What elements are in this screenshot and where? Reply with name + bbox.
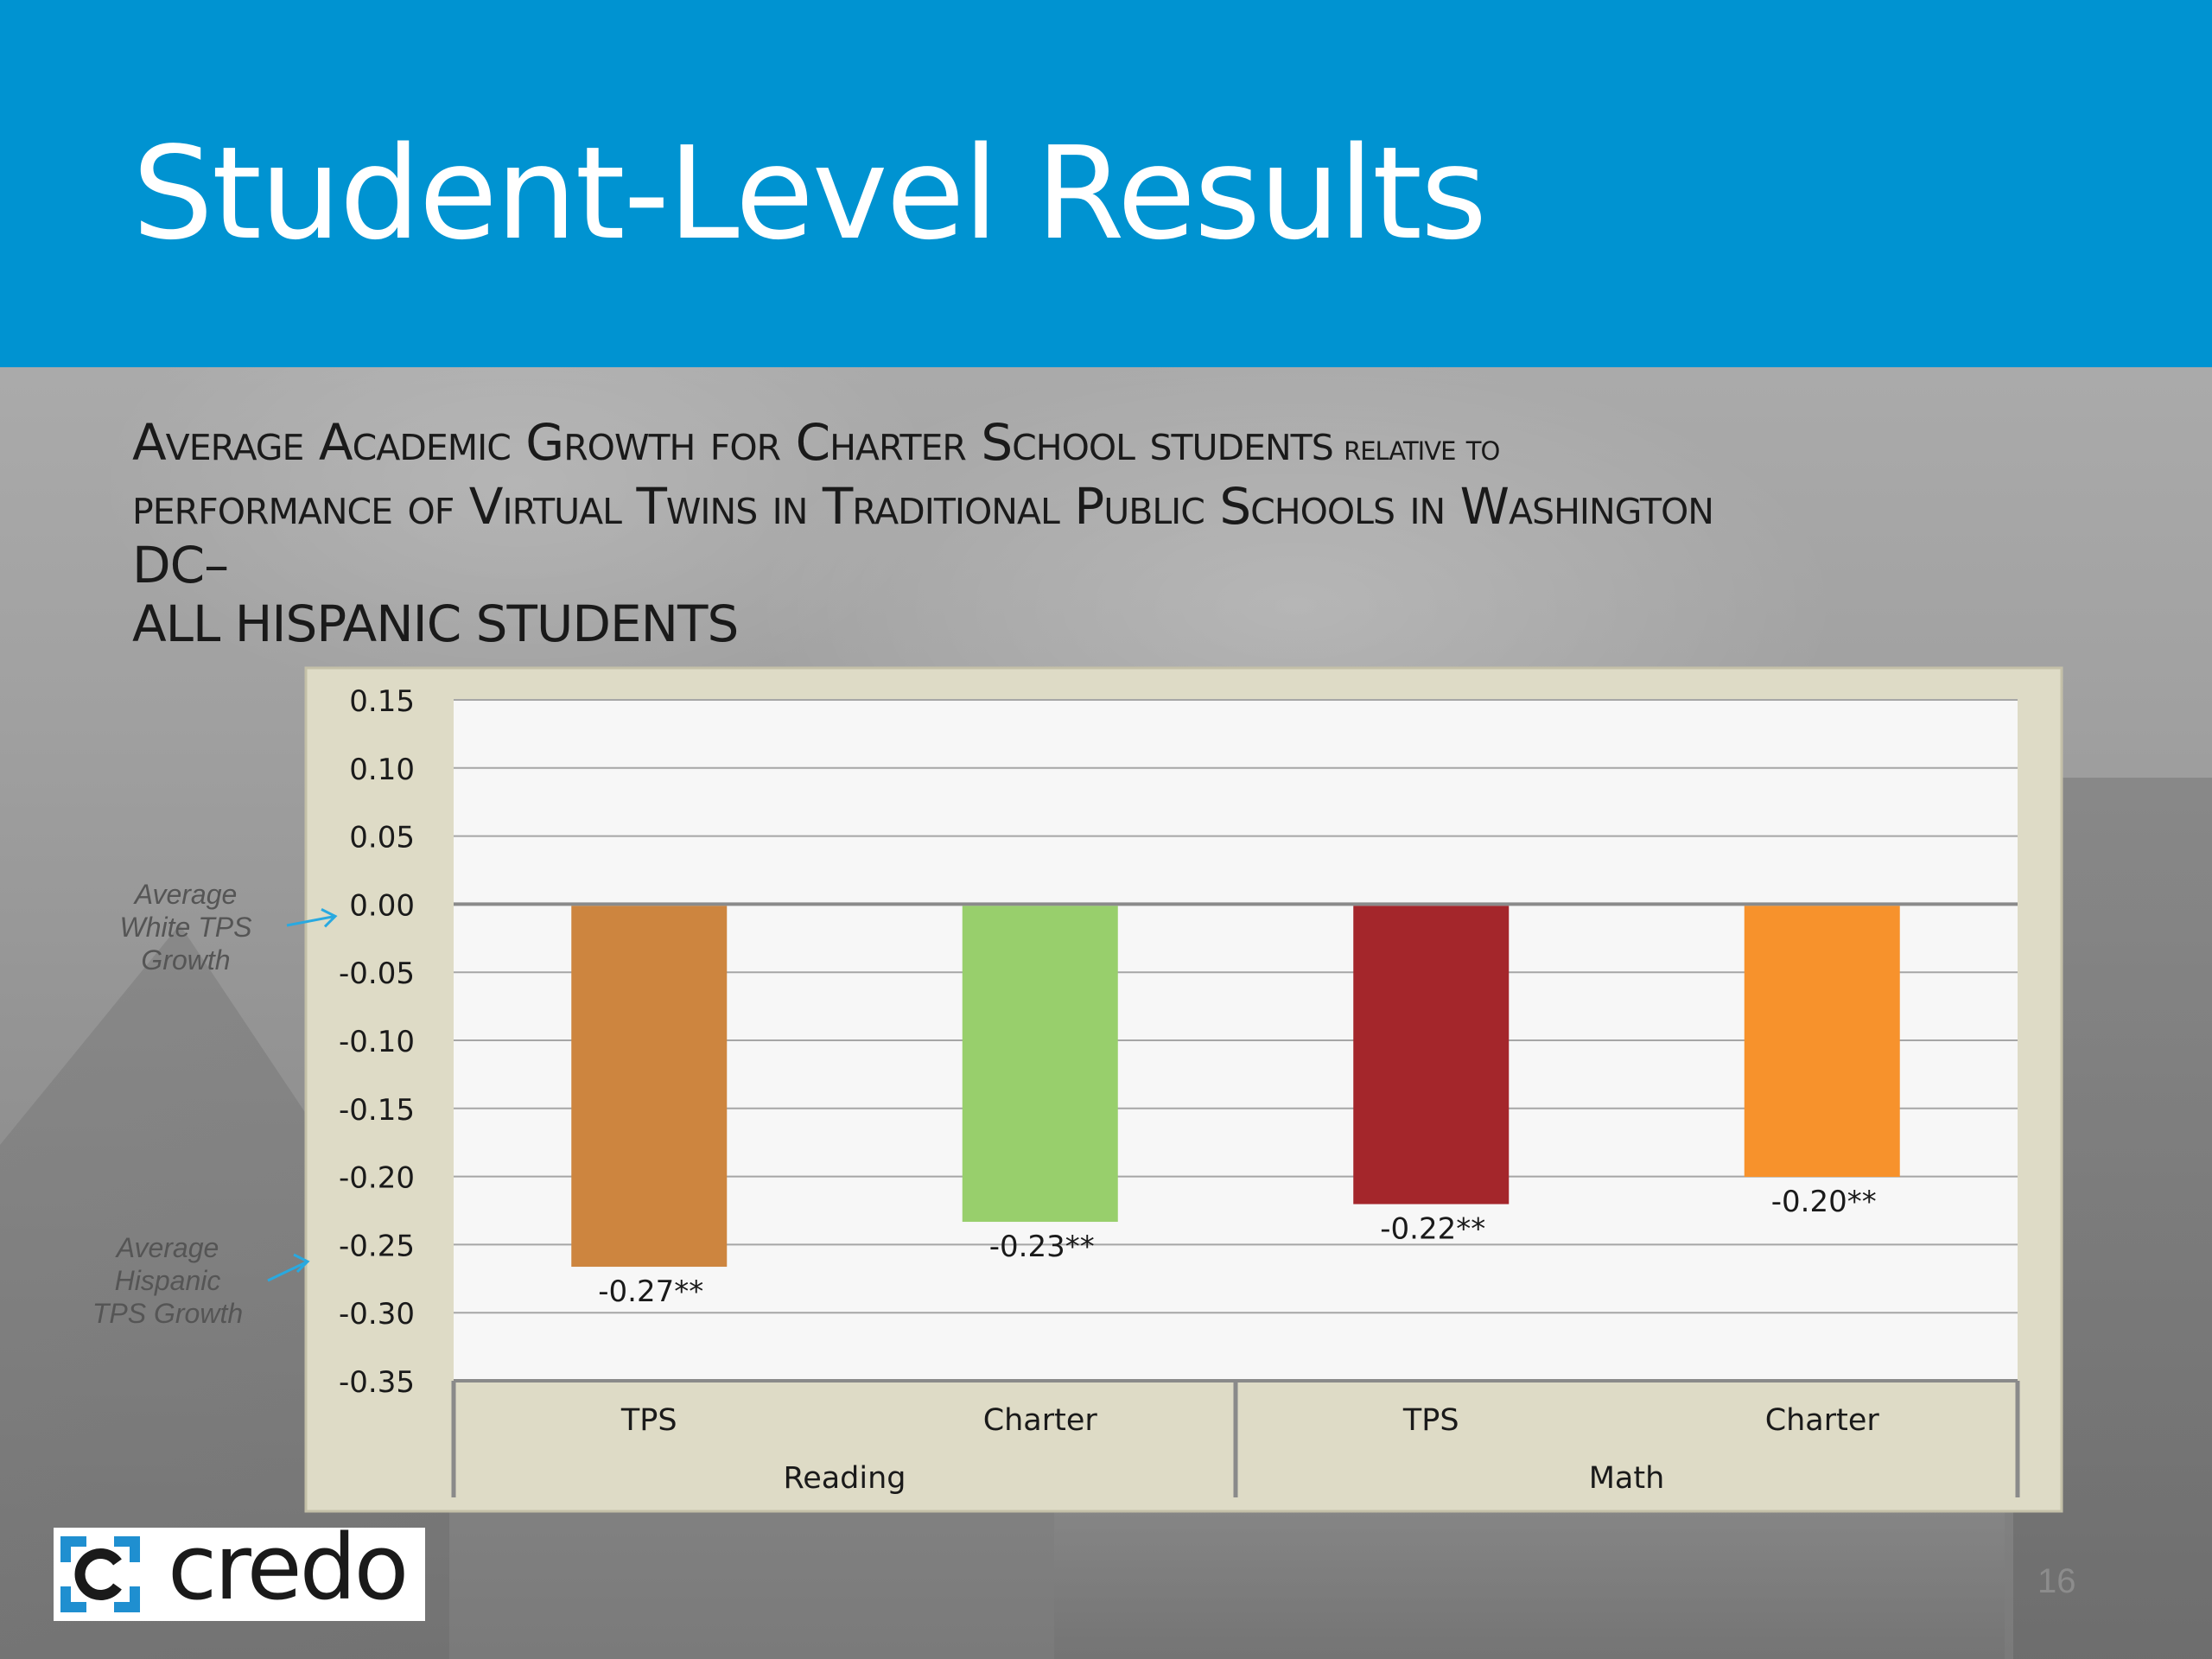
bar — [1744, 906, 1900, 1178]
bar — [962, 906, 1118, 1223]
subtitle-line-3: DC– — [132, 536, 229, 594]
y-tick-label: -0.10 — [339, 1025, 415, 1059]
chart-subtitle: Average Academic Growth for Charter Scho… — [132, 413, 2033, 653]
bar — [1353, 906, 1510, 1205]
annotation-text: Average — [115, 1232, 219, 1263]
page-title: Student-Level Results — [132, 119, 1487, 268]
annotation-text: Growth — [141, 944, 230, 976]
page-number: 16 — [2037, 1562, 2076, 1600]
x-tick-label: Charter — [1765, 1403, 1880, 1438]
group-label: Math — [1589, 1461, 1665, 1496]
bar — [571, 906, 728, 1268]
x-tick-label: TPS — [1402, 1403, 1459, 1438]
annotation-arrowhead — [321, 908, 338, 928]
subtitle-line-2: performance of Virtual Twins in Traditio… — [132, 477, 1714, 536]
subtitle-line-1: Average Academic Growth for Charter Scho… — [132, 413, 2033, 477]
y-tick-label: 0.10 — [349, 753, 415, 787]
data-label: -0.27** — [598, 1274, 703, 1309]
y-tick-label: -0.20 — [339, 1161, 415, 1196]
credo-logo: credo — [54, 1522, 425, 1621]
data-label: -0.23** — [989, 1230, 1095, 1264]
x-tick-label: TPS — [620, 1403, 677, 1438]
subtitle-line-1-small: relative to — [1332, 426, 1500, 468]
annotation-text: Hispanic — [115, 1265, 221, 1296]
annotation-arrow — [286, 914, 336, 927]
data-label: -0.20** — [1771, 1185, 1877, 1219]
y-tick-label: 0.15 — [349, 684, 415, 719]
annotation-text: TPS Growth — [92, 1298, 243, 1329]
annotation-text: Average — [133, 879, 238, 910]
annotation-arrowhead — [293, 1253, 310, 1274]
annotation-arrow — [267, 1260, 308, 1282]
subtitle-line-4: ALL HISPANIC STUDENTS — [132, 594, 739, 653]
y-tick-label: 0.00 — [349, 888, 415, 923]
group-label: Reading — [783, 1461, 906, 1496]
background-building-bottom — [1054, 1512, 2005, 1659]
credo-logo-mark — [60, 1536, 140, 1612]
subtitle-line-1-main: Average Academic Growth for Charter Scho… — [132, 413, 1334, 472]
y-tick-label: 0.05 — [349, 821, 415, 855]
annotation-text: White TPS — [120, 912, 252, 943]
y-tick-label: -0.15 — [339, 1093, 415, 1128]
title-banner: Student-Level Results — [0, 0, 2212, 367]
x-tick-label: Charter — [983, 1403, 1098, 1438]
y-tick-label: -0.35 — [339, 1365, 415, 1400]
data-label: -0.22** — [1380, 1212, 1485, 1247]
y-tick-label: -0.25 — [339, 1229, 415, 1263]
credo-logo-text: credo — [168, 1515, 409, 1620]
y-tick-label: -0.30 — [339, 1297, 415, 1332]
y-tick-label: -0.05 — [339, 957, 415, 991]
